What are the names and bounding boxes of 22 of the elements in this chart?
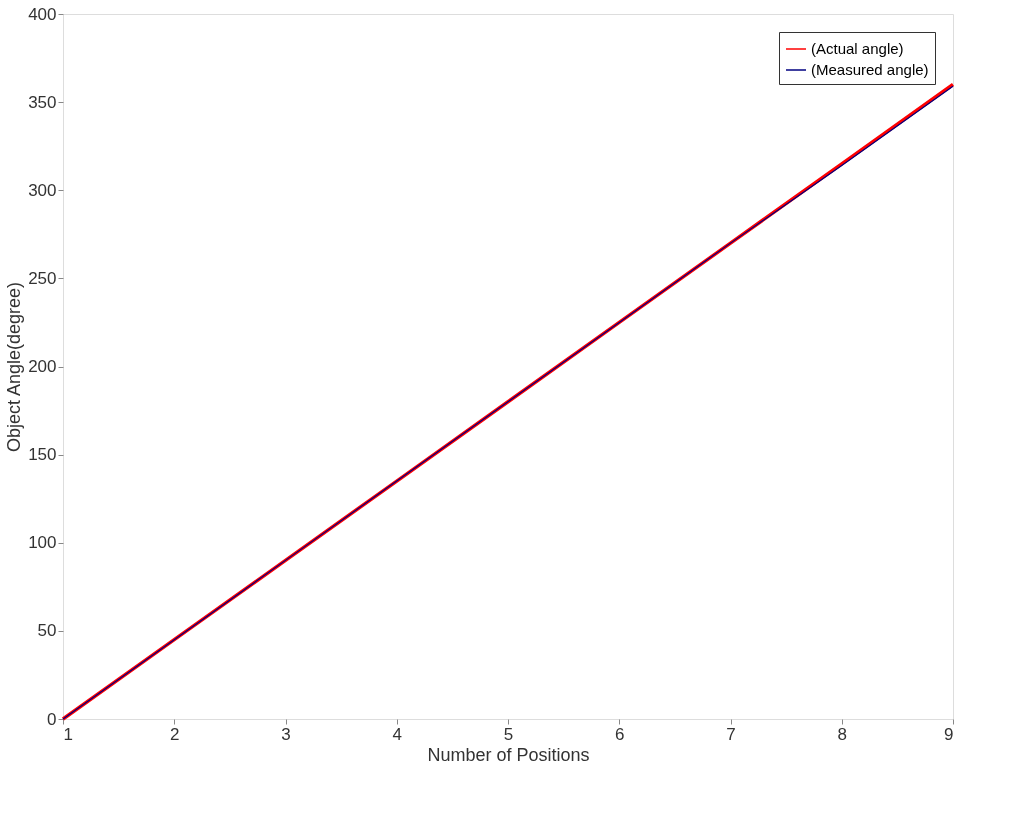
legend-label: (Actual angle)	[811, 40, 904, 57]
x-tick-label: 3	[281, 724, 291, 744]
x-tick-label: 5	[503, 724, 514, 744]
y-tick-label: 300	[28, 180, 57, 200]
y-tick-label: 100	[28, 533, 57, 553]
x-tick-label: 6	[615, 724, 625, 744]
y-axis-title: Object Angle(degree)	[4, 281, 25, 453]
y-tick-label: 250	[28, 268, 57, 288]
x-tick-label: 1	[63, 724, 73, 744]
y-tick-label: 200	[28, 357, 57, 376]
x-tick-label: 9	[944, 724, 954, 744]
y-tick-label: 0	[47, 709, 57, 729]
x-tick-label: 8	[837, 724, 847, 744]
y-tick-label: 150	[28, 445, 57, 465]
y-tick-label: 350	[28, 92, 57, 112]
legend-label: (Measured angle)	[811, 61, 929, 78]
y-tick-label: 400	[28, 4, 57, 24]
x-tick-label: 4	[392, 724, 402, 744]
y-tick-label: 50	[37, 621, 57, 641]
x-tick-label: 2	[170, 724, 180, 744]
x-tick-label: 7	[726, 724, 736, 744]
x-axis-title: Number of Positions	[427, 744, 590, 765]
